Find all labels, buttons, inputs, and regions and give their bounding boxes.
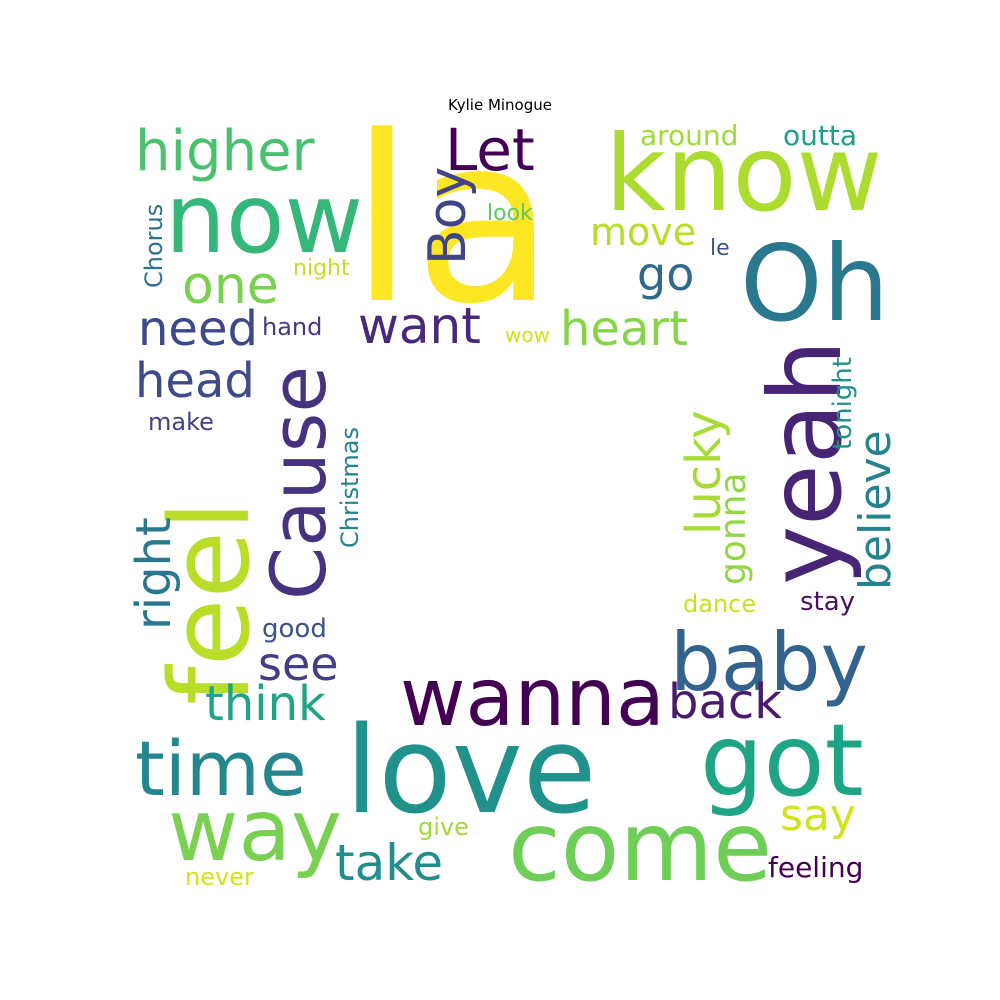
word-hand: hand (262, 313, 322, 341)
word-wanna: wanna (400, 651, 665, 744)
word-go: go (637, 247, 694, 301)
word-feel: feel (146, 500, 274, 705)
word-now: now (165, 163, 363, 275)
word-want: want (358, 297, 481, 355)
word-head: head (135, 353, 255, 409)
word-right: right (126, 517, 182, 630)
word-la: la (350, 88, 555, 355)
word-way: way (168, 781, 342, 881)
word-chorus: Chorus (140, 204, 168, 288)
word-time: time (135, 724, 307, 813)
word-love: love (345, 702, 597, 841)
word-need: need (138, 301, 258, 357)
word-good: good (262, 614, 327, 644)
word-christmas: Christmas (336, 427, 364, 548)
chart-title: Kylie Minogue (447, 96, 552, 114)
word-boy: Boy (418, 167, 478, 265)
word-dance: dance (683, 590, 756, 618)
word-think: think (205, 676, 326, 732)
word-stay: stay (800, 587, 855, 617)
word-one: one (182, 256, 279, 316)
word-believe: believe (850, 430, 901, 590)
word-know: know (605, 113, 882, 235)
word-wow: wow (505, 323, 550, 347)
word-come: come (508, 791, 772, 903)
word-never: never (185, 863, 254, 891)
word-cause: Cause (254, 366, 343, 600)
word-feeling: feeling (768, 851, 863, 884)
word-say: say (780, 790, 856, 841)
word-got: got (700, 702, 864, 819)
word-take: take (335, 834, 443, 892)
word-oh: Oh (740, 223, 889, 345)
word-outta: outta (783, 119, 857, 152)
word-tonight: tonight (828, 357, 858, 450)
word-night: night (293, 256, 350, 281)
word-higher: higher (135, 119, 316, 184)
word-baby: baby (670, 616, 868, 709)
word-around: around (640, 119, 738, 152)
word-lucky: lucky (676, 410, 732, 535)
word-give: give (418, 813, 469, 841)
word-heart: heart (560, 301, 688, 357)
word-let: Let (445, 116, 535, 184)
word-see: see (258, 637, 339, 691)
word-back: back (668, 674, 782, 730)
word-le: le (710, 236, 730, 261)
word-look: look (487, 201, 533, 226)
word-make: make (148, 408, 214, 436)
word-yeah: yeah (747, 340, 864, 585)
word-gonna: gonna (713, 472, 754, 585)
word-move: move (590, 210, 696, 254)
